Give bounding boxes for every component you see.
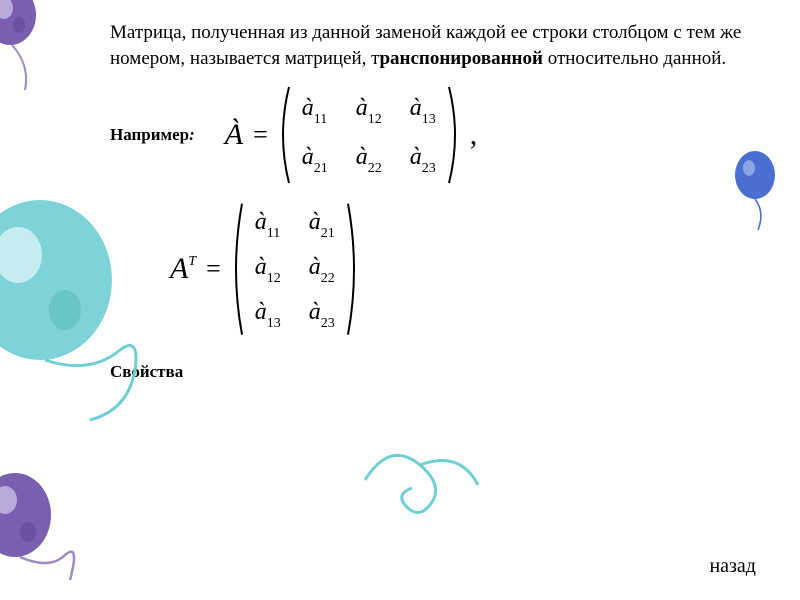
matrix-cell: à11: [255, 209, 281, 240]
equals-sign-2: =: [206, 254, 221, 284]
equals-sign: =: [253, 120, 268, 150]
example-row: Например: À = à11 à12 à13 à21 à22 à23 ,: [110, 85, 760, 185]
matrix-cell: à21: [302, 144, 328, 175]
properties-link[interactable]: Свойства: [110, 362, 760, 382]
equation-AT: AT = à11 à21 à12 à22 à13 à23: [170, 201, 363, 337]
balloon-purple-bottom: [0, 460, 80, 600]
matrix-cell: à23: [309, 299, 335, 330]
back-link[interactable]: назад: [709, 555, 756, 578]
matrix-cell: à22: [309, 254, 335, 285]
matrix-cell: à13: [410, 95, 436, 126]
matrix-A-lhs: À: [225, 118, 243, 152]
example-label: Например:: [110, 125, 195, 145]
matrix-cell: à23: [410, 144, 436, 175]
equation-A: À = à11 à12 à13 à21 à22 à23 ,: [225, 85, 484, 185]
matrix-cell: à22: [356, 144, 382, 175]
swirl-teal-bottom: [360, 430, 480, 530]
matrix-AT: à11 à21 à12 à22 à13 à23: [227, 201, 363, 337]
matrix-cell: à11: [302, 95, 328, 126]
balloon-teal-large: [0, 200, 150, 440]
matrix-cell: à13: [255, 299, 281, 330]
para-bold: ранспонированной: [379, 48, 543, 69]
para-text-after: относительно данной.: [543, 48, 726, 69]
matrix-cell: à12: [255, 254, 281, 285]
matrix-AT-lhs: AT: [170, 252, 196, 286]
matrix-cell: à12: [356, 95, 382, 126]
balloon-purple-top: [0, 0, 60, 90]
trailing-comma: ,: [470, 118, 478, 152]
matrix-A: à11 à12 à13 à21 à22 à23: [274, 85, 464, 185]
matrix-cell: à21: [309, 209, 335, 240]
definition-paragraph: Матрица, полученная из данной заменой ка…: [110, 20, 760, 71]
